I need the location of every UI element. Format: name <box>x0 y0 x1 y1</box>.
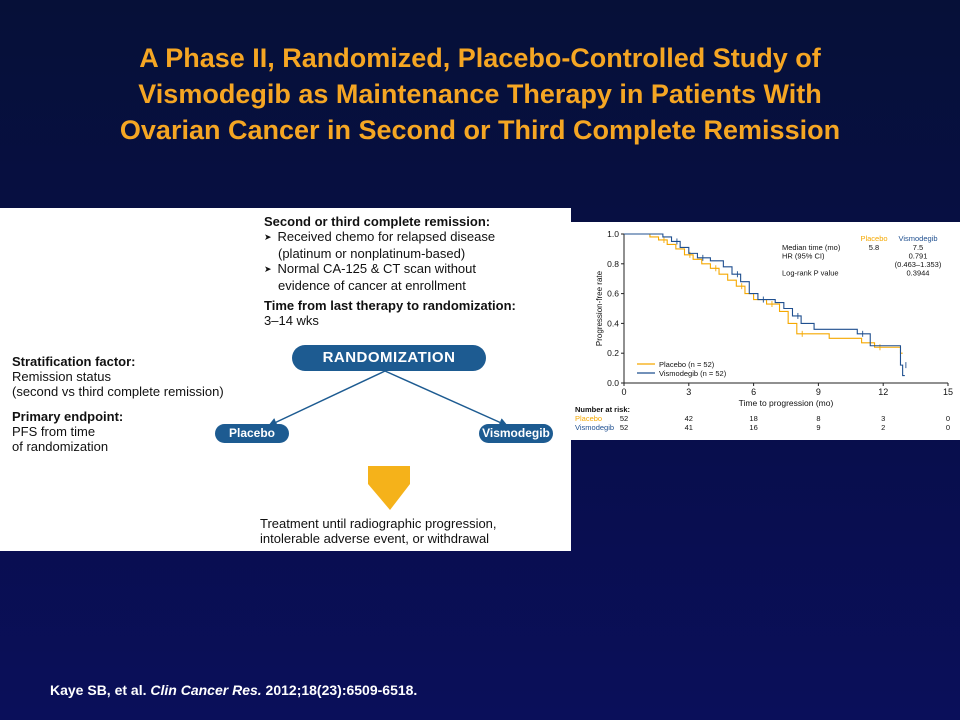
stats-row-label: Median time (mo) <box>782 243 841 252</box>
km-chart: 0 3 6 9 12 15 0.0 0.2 0.4 0.6 0.8 1.0 Time to progre… <box>575 229 953 432</box>
risk-count: 3 <box>881 414 885 423</box>
stratification-heading: Stratification factor: <box>12 354 136 369</box>
risk-count: 52 <box>620 414 628 423</box>
arrow-to-placebo <box>267 370 386 427</box>
eligibility-block: Second or third complete remission: Rece… <box>264 214 495 293</box>
risk-count: 18 <box>749 414 757 423</box>
treatment-block: Treatment until radiographic progression… <box>260 516 497 546</box>
y-tick-label: 0.2 <box>607 348 619 358</box>
stats-row-label: Log-rank P value <box>782 269 839 278</box>
km-line-placebo <box>624 233 903 354</box>
risk-count: 16 <box>749 423 757 432</box>
stratification-block: Stratification factor: Remission status … <box>12 354 224 399</box>
endpoint-line: of randomization <box>12 439 109 454</box>
stats-vismodegib-value: 7.5 <box>913 243 923 252</box>
x-tick-label: 12 <box>878 387 888 397</box>
y-tick-label: 1.0 <box>607 229 619 239</box>
km-axes <box>621 233 949 386</box>
endpoint-heading: Primary endpoint: <box>12 409 124 424</box>
citation-ref: 2012;18(23):6509-6518. <box>265 682 418 698</box>
risk-count: 0 <box>946 423 950 432</box>
endpoint-line: PFS from time <box>12 424 96 439</box>
legend-label-placebo: Placebo (n = 52) <box>659 360 715 369</box>
y-axis-label: Progression-free rate <box>595 270 604 346</box>
risk-count: 8 <box>816 414 820 423</box>
treatment-line: intolerable adverse event, or withdrawal <box>260 531 490 546</box>
risk-count: 41 <box>685 423 693 432</box>
title-line-2: Vismodegib as Maintenance Therapy in Pat… <box>138 79 822 109</box>
y-tick-label: 0.6 <box>607 289 619 299</box>
km-line-vismodegib <box>624 233 905 377</box>
down-arrow-icon <box>368 466 410 510</box>
risk-count: 52 <box>620 423 628 432</box>
arrow-to-vismodegib <box>384 370 509 427</box>
stats-vismodegib-value: 0.3944 <box>907 269 930 278</box>
x-tick-label: 9 <box>816 387 821 397</box>
stats-row-label: HR (95% CI) <box>782 252 825 261</box>
time-value: 3–14 wks <box>264 313 319 328</box>
eligibility-item: evidence of cancer at enrollment <box>278 278 466 293</box>
randomization-pill: RANDOMIZATION <box>292 345 486 371</box>
time-block: Time from last therapy to randomization:… <box>264 298 516 328</box>
title-line-1: A Phase II, Randomized, Placebo-Controll… <box>139 43 821 73</box>
endpoint-block: Primary endpoint: PFS from time of rando… <box>12 409 123 454</box>
risk-row-label: Placebo <box>575 414 602 423</box>
stats-vismodegib-value: (0.463–1.353) <box>895 260 942 269</box>
slide-title: A Phase II, Randomized, Placebo-Controll… <box>20 40 940 148</box>
title-line-3: Ovarian Cancer in Second or Third Comple… <box>119 115 841 145</box>
eligibility-heading: Second or third complete remission: <box>264 214 491 229</box>
x-tick-label: 6 <box>751 387 756 397</box>
risk-count: 2 <box>881 423 885 432</box>
eligibility-item: Normal CA-125 & CT scan without <box>264 261 495 278</box>
stats-placebo-value: 5.8 <box>869 243 879 252</box>
stratification-line: (second vs third complete remission) <box>12 384 224 399</box>
km-chart-panel: 0 3 6 9 12 15 0.0 0.2 0.4 0.6 0.8 1.0 Time to progre… <box>571 222 960 440</box>
y-tick-label: 0.8 <box>607 259 619 269</box>
eligibility-item: Received chemo for relapsed disease <box>264 229 496 246</box>
legend-label-vismodegib: Vismodegib (n = 52) <box>659 369 727 378</box>
placebo-arm-pill: Placebo <box>215 424 289 443</box>
vismodegib-arm-pill: Vismodegib <box>479 424 553 443</box>
study-design-panel: Second or third complete remission: Rece… <box>0 208 571 551</box>
time-heading: Time from last therapy to randomization: <box>264 298 516 313</box>
km-series-group <box>624 233 907 377</box>
randomization-arrows <box>267 370 509 510</box>
x-tick-label: 15 <box>943 387 953 397</box>
y-tick-label: 0.0 <box>607 378 619 388</box>
risk-table-title: Number at risk: <box>575 405 630 414</box>
stats-vismodegib-value: 0.791 <box>909 252 928 261</box>
km-text-group: 0 3 6 9 12 15 0.0 0.2 0.4 0.6 0.8 1.0 Time to progre… <box>575 229 953 432</box>
treatment-line: Treatment until radiographic progression… <box>260 516 497 531</box>
citation: Kaye SB, et al. Clin Cancer Res. 2012;18… <box>50 682 417 698</box>
y-tick-label: 0.4 <box>607 318 619 328</box>
eligibility-item: (platinum or nonplatinum-based) <box>278 246 466 261</box>
risk-count: 0 <box>946 414 950 423</box>
stats-header-placebo: Placebo <box>860 234 887 243</box>
citation-journal: Clin Cancer Res. <box>150 682 262 698</box>
x-tick-label: 3 <box>686 387 691 397</box>
risk-count: 9 <box>816 423 820 432</box>
stats-header-vismodegib: Vismodegib <box>898 234 937 243</box>
risk-row-label: Vismodegib <box>575 423 614 432</box>
x-axis-label: Time to progression (mo) <box>739 398 834 408</box>
stratification-line: Remission status <box>12 369 111 384</box>
x-tick-label: 0 <box>621 387 626 397</box>
citation-authors: Kaye SB, et al. <box>50 682 147 698</box>
risk-count: 42 <box>685 414 693 423</box>
